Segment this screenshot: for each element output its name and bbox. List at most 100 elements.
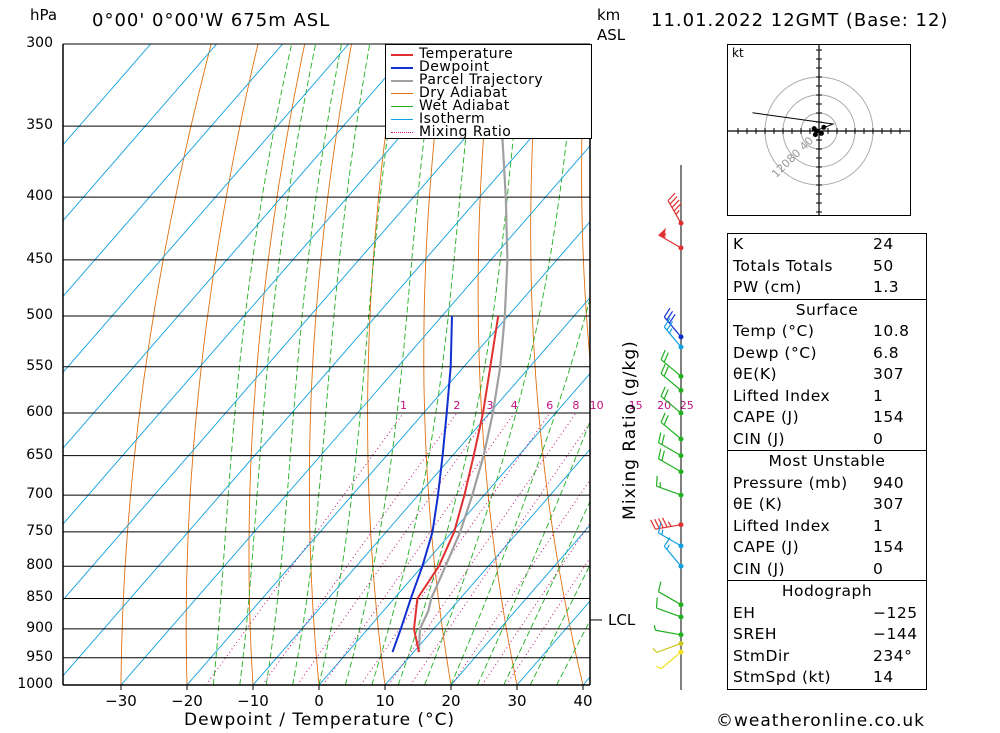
chart-legend: Temperature Dewpoint Parcel Trajectory D… <box>385 44 592 139</box>
table-section-indices: K 24 Totals Totals 50 PW (cm) 1.3 <box>728 234 926 299</box>
table-row: PW (cm) 1.3 <box>728 277 926 299</box>
wind-barb-half <box>656 665 662 670</box>
pressure-tick-label: 450 <box>26 250 53 267</box>
legend-label: Isotherm <box>419 111 486 127</box>
wind-barb-staff <box>663 316 682 338</box>
wet-adiabat-line <box>265 44 342 685</box>
pressure-tick-label: 850 <box>26 589 53 606</box>
table-row-label: StmDir <box>733 646 790 665</box>
wind-barb <box>650 517 684 530</box>
mixing-ratio-line <box>481 522 590 685</box>
wind-barb-full <box>657 581 662 592</box>
isotherm-line <box>120 145 590 685</box>
mixing-ratio-line <box>451 479 590 685</box>
isotherm-line <box>63 44 416 449</box>
table-row-label: StmSpd (kt) <box>733 668 832 686</box>
wind-level-dot <box>678 522 684 528</box>
x-tick-label: 10 <box>375 692 394 710</box>
wind-barb-full <box>661 434 665 445</box>
wind-barb-staff <box>658 532 682 547</box>
wind-barb-full <box>657 432 662 443</box>
wind-level-dot <box>678 344 684 350</box>
table-row: Dewp (°C) 6.8 <box>728 343 926 365</box>
table-row-value: 24 <box>873 235 894 253</box>
x-tick-label: −20 <box>171 692 203 710</box>
isotherm-line <box>318 372 590 685</box>
legend-swatch <box>391 119 413 120</box>
wet-adiabat-line <box>318 44 402 685</box>
wind-barb-staff <box>656 607 682 618</box>
wind-level-dot <box>678 602 684 608</box>
legend-label: Temperature <box>419 46 514 62</box>
wet-adiabat-line <box>212 44 293 685</box>
hpa-unit-label: hPa <box>30 6 58 24</box>
isotherm-line <box>252 296 590 685</box>
wind-barb-staff <box>658 234 682 249</box>
legend-label: Mixing Ratio <box>419 124 512 140</box>
mixing-ratio-label: 4 <box>511 399 518 412</box>
dry-adiabat-line <box>581 44 590 364</box>
legend-item-parcel: Parcel Trajectory <box>386 72 591 88</box>
dewpoint-line <box>391 315 453 653</box>
table-row: Pressure (mb) 940 <box>728 473 926 495</box>
legend-swatch <box>391 93 413 94</box>
hodograph-point <box>821 124 827 130</box>
legend-item-dry-adiabat: Dry Adiabat <box>386 86 591 100</box>
table-row-label: Lifted Index <box>733 516 831 535</box>
wind-barb <box>663 318 684 350</box>
pressure-tick-label: 900 <box>26 619 53 636</box>
table-row-label: Temp (°C) <box>733 322 815 340</box>
wind-barb-full <box>655 597 658 609</box>
table-row: CIN (J) 0 <box>728 559 926 581</box>
wind-barb <box>657 432 684 459</box>
wind-barb-full <box>660 363 666 374</box>
dry-adiabat-line <box>960 44 1000 685</box>
asl-unit-label: ASL <box>597 26 626 44</box>
wind-level-dot <box>678 614 684 620</box>
isotherm-line <box>63 44 284 298</box>
wind-barb <box>660 386 684 416</box>
wind-barb-staff <box>667 200 682 224</box>
hodograph-title: Hodograph <box>781 582 873 600</box>
legend-label: Wet Adiabat <box>419 98 510 114</box>
table-row-label: θE (K) <box>733 495 783 513</box>
mixing-ratio-label: 2 <box>453 399 460 412</box>
wind-barb-staff <box>658 442 682 457</box>
pressure-tick-label: 1000 <box>17 676 53 692</box>
copyright: ©weatheronline.co.uk <box>716 711 926 731</box>
legend-label: Parcel Trajectory <box>419 72 544 88</box>
wind-barb-half <box>667 521 672 527</box>
wind-barb-full <box>668 314 676 324</box>
wind-barb <box>653 624 684 638</box>
table-row-value: −144 <box>873 625 918 643</box>
x-tick-label: 30 <box>507 692 526 710</box>
wind-barb-flag <box>658 227 667 238</box>
wind-barb-staff <box>656 485 682 496</box>
wind-barb <box>660 349 684 379</box>
table-row-value: 307 <box>873 365 905 383</box>
isotherm-line <box>63 44 152 146</box>
dry-adiabat-line <box>631 44 715 685</box>
table-row: Temp (°C) 10.8 <box>728 321 926 343</box>
wind-barb-full <box>654 518 660 529</box>
wind-level-dot <box>678 469 684 475</box>
wind-level-dot <box>678 543 684 549</box>
x-tick-label: 20 <box>441 692 460 710</box>
wind-level-dot <box>678 453 684 459</box>
x-tick-label: −30 <box>105 692 137 710</box>
table-row-value: 1 <box>873 386 884 405</box>
pressure-tick-label: 650 <box>26 446 53 463</box>
table-row: SREH −144 <box>728 624 926 646</box>
mixing-ratio-line <box>322 412 515 685</box>
hodograph-point <box>812 132 818 138</box>
wind-barb-full <box>663 537 671 547</box>
wind-barb-half <box>653 624 656 631</box>
dry-adiabat-line <box>120 44 212 685</box>
isotherm-line <box>63 44 218 222</box>
wet-adiabat-line <box>529 563 590 685</box>
pressure-tick-label: 950 <box>26 648 53 665</box>
wind-barb-full <box>657 448 662 459</box>
temperature-line <box>413 315 500 653</box>
wind-barb <box>667 192 684 226</box>
wind-barb <box>660 412 684 442</box>
